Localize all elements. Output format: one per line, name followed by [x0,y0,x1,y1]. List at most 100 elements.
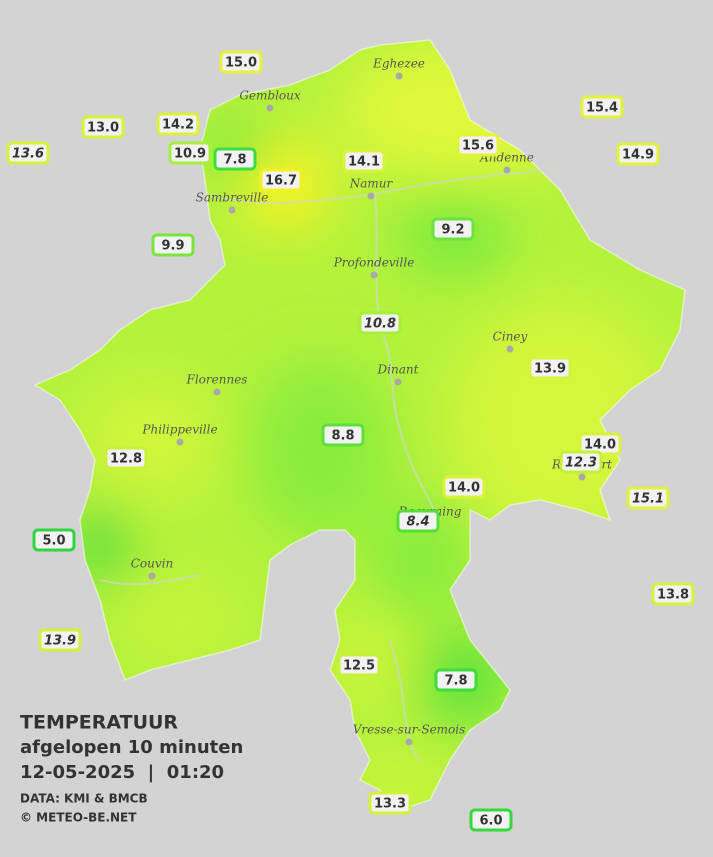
station-value: 13.8 [657,588,689,603]
station: 13.3 [368,791,412,815]
city-dot [370,271,378,279]
station: 13.9 [528,356,572,380]
city-label: Philippeville [141,423,217,437]
station-box [156,112,200,136]
station-box [219,50,263,74]
station: 7.8 [213,147,257,171]
station-value: 16.7 [265,174,297,189]
city-dot [506,345,514,353]
city-label: Profondeville [333,256,415,270]
station: 5.0 [32,528,76,552]
station-value: 9.9 [161,239,184,254]
station-box [32,528,76,552]
legend-credit: © METEO-BE.NET [20,811,137,825]
station-box [213,147,257,171]
city-label: Florennes [186,373,248,387]
station-value: 15.1 [632,492,664,507]
station: 9.9 [151,233,195,257]
station: 10.8 [358,311,402,335]
station-value: 14.9 [622,148,654,163]
station-box [442,475,486,499]
city-label: Vresse-sur-Semois [353,723,466,737]
station-value: 12.8 [110,452,142,467]
station-value: 7.8 [223,153,246,168]
city-dot [228,206,236,214]
station-value: 12.3 [565,456,597,471]
station-box [368,791,412,815]
station-value: 13.3 [374,797,406,812]
station-value: 14.0 [448,481,480,496]
station: 15.0 [219,50,263,74]
station-value: 15.0 [225,56,257,71]
city-dot [148,572,156,580]
station-value: 14.1 [348,155,380,170]
station-value: 13.9 [534,362,566,377]
station: 16.7 [259,168,303,192]
station: 14.2 [156,112,200,136]
station-box [616,142,660,166]
city-label: Dinant [377,363,419,377]
station: 13.6 [6,141,50,165]
station: 13.9 [38,628,82,652]
city-dot [213,388,221,396]
station-box [469,808,513,832]
city-dot [394,378,402,386]
station-box [456,133,500,157]
station-value: 14.0 [584,438,616,453]
station-box [342,149,386,173]
station: 15.1 [626,486,670,510]
station-layer: 15.0 13.0 14.2 13.6 10.9 7.8 16.7 14.1 15.6 15.4 1… [6,50,695,832]
station: 14.9 [616,142,660,166]
legend-subtitle: afgelopen 10 minuten [20,737,243,758]
station: 7.8 [434,668,478,692]
station-value: 13.0 [87,121,119,136]
city-dot [367,192,375,200]
station-box [358,311,402,335]
city-dot [395,72,403,80]
station: 14.0 [578,432,622,456]
station-box [168,141,212,165]
station-box [626,486,670,510]
city-label: Namur [349,177,394,191]
station-value: 10.9 [174,147,206,162]
station: 9.2 [431,217,475,241]
station-box [651,582,695,606]
station: 15.4 [580,95,624,119]
city-dot [578,473,586,481]
station: 13.8 [651,582,695,606]
station-box [104,446,148,470]
station-box [396,509,440,533]
station-box [434,668,478,692]
station-value: 5.0 [42,534,65,549]
station-box [38,628,82,652]
station-box [321,423,365,447]
station-box [151,233,195,257]
station-value: 8.4 [406,515,429,530]
station: 8.4 [396,509,440,533]
legend-source: DATA: KMI & BMCB [20,792,148,806]
station-value: 6.0 [479,814,502,829]
station-value: 8.8 [331,429,354,444]
station-box [6,141,50,165]
station-box [81,115,125,139]
station-value: 7.8 [444,674,467,689]
station-box [431,217,475,241]
station-box [337,653,381,677]
station-value: 15.4 [586,101,618,116]
station-value: 15.6 [462,139,494,154]
legend-datetime: 12-05-2025 | 01:20 [20,762,224,783]
station: 12.3 [559,450,603,474]
station: 12.8 [104,446,148,470]
station-box [559,450,603,474]
station-value: 10.8 [364,317,396,332]
station: 14.1 [342,149,386,173]
station-box [528,356,572,380]
station: 12.5 [337,653,381,677]
station: 10.9 [168,141,212,165]
city-label: Sambreville [196,191,269,205]
station: 15.6 [456,133,500,157]
city-label: Gembloux [239,89,301,103]
station-value: 14.2 [162,118,194,133]
legend-title: TEMPERATUUR [20,712,178,734]
